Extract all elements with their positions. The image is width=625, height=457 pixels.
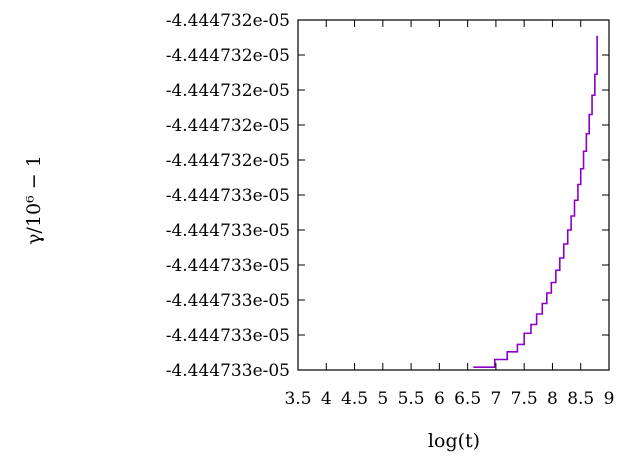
x-tick-label: 7 <box>490 389 501 409</box>
x-tick-label: 5 <box>377 389 388 409</box>
y-ticks: -4.444733e-05 -4.444733e-05 -4.444733e-05 -… <box>166 11 609 381</box>
y-tick-label: -4.444733e-05 <box>166 291 290 311</box>
series-layer <box>473 35 598 368</box>
y-tick-label: -4.444732e-05 <box>166 81 290 101</box>
x-tick-label: 5.5 <box>398 389 425 409</box>
y-tick-label: -4.444732e-05 <box>166 11 290 31</box>
y-tick-label: -4.444732e-05 <box>166 151 290 171</box>
y-axis-label: γ/10⁶ − 1 <box>23 155 45 245</box>
x-tick-label: 8.5 <box>567 389 594 409</box>
y-tick-label: -4.444732e-05 <box>166 116 290 136</box>
series-line <box>473 35 598 368</box>
x-ticks: 3.5 4 4.5 5 5.5 6 6.5 7 7.5 8 8.5 9 <box>284 20 614 409</box>
x-tick-label: 8 <box>547 389 558 409</box>
y-tick-label: -4.444733e-05 <box>166 326 290 346</box>
x-tick-label: 6 <box>434 389 445 409</box>
x-axis-label: log(t) <box>428 430 480 452</box>
y-tick-label: -4.444733e-05 <box>166 221 290 241</box>
x-tick-label: 6.5 <box>454 389 481 409</box>
x-tick-label: 7.5 <box>511 389 538 409</box>
y-tick-label: -4.444733e-05 <box>166 186 290 206</box>
x-tick-label: 3.5 <box>284 389 311 409</box>
plot-border <box>297 19 610 371</box>
y-tick-label: -4.444733e-05 <box>166 256 290 276</box>
x-tick-label: 9 <box>604 389 615 409</box>
plot-frame <box>297 19 610 371</box>
y-tick-label: -4.444733e-05 <box>166 361 290 381</box>
y-tick-label: -4.444732e-05 <box>166 46 290 66</box>
x-tick-label: 4.5 <box>341 389 368 409</box>
x-tick-label: 4 <box>321 389 332 409</box>
